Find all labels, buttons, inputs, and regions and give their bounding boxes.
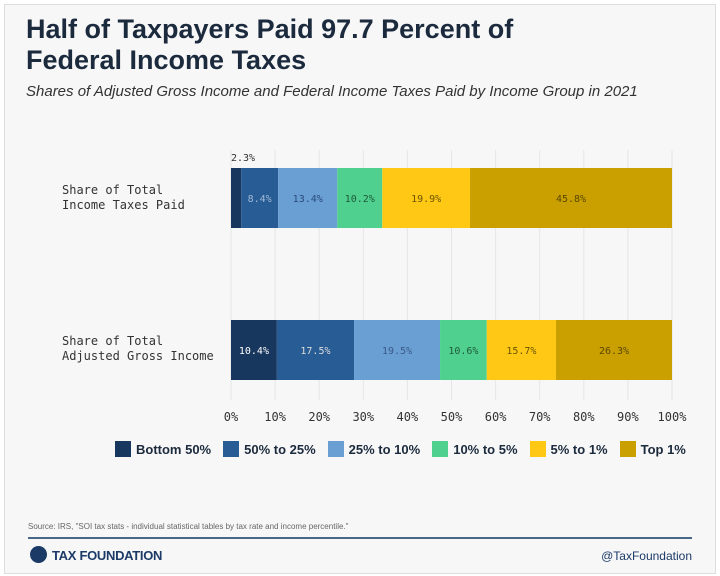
legend-swatch: [115, 441, 131, 457]
footer-divider: [28, 537, 692, 539]
chart-title: Half of Taxpayers Paid 97.7 Percent of F…: [26, 14, 514, 75]
x-tick-label: 60%: [485, 410, 507, 424]
legend-label: 5% to 1%: [550, 441, 608, 457]
x-tick-label: 100%: [658, 410, 688, 424]
x-tick-label: 0%: [224, 410, 239, 424]
legend-label: 25% to 10%: [348, 441, 421, 457]
bar-segment: [470, 168, 672, 228]
data-label: 2.3%: [231, 153, 255, 164]
data-label: 10.6%: [448, 346, 478, 357]
bar-segment: [382, 168, 471, 228]
x-tick-label: 50%: [441, 410, 463, 424]
data-label: 10.4%: [239, 346, 269, 357]
legend-label: Bottom 50%: [136, 441, 212, 457]
bar-segment: [440, 320, 487, 380]
bar-segment: [276, 320, 355, 380]
row-label-line: Share of Total: [62, 334, 164, 348]
x-tick-label: 10%: [264, 410, 286, 424]
data-label: 45.8%: [556, 194, 586, 205]
row-label-line: Income Taxes Paid: [62, 198, 185, 212]
data-label: 13.4%: [293, 194, 323, 205]
legend-item: Top 1%: [619, 441, 686, 457]
legend-label: 50% to 25%: [244, 441, 316, 457]
row-label-line: Adjusted Gross Income: [62, 349, 214, 363]
legend-swatch: [327, 441, 344, 457]
legend-item: Bottom 50%: [115, 441, 211, 457]
chart-plot: 0% 10% 20% 30% 40% 50% 60% 70% 80% 90% 100% 2.3% 8.4…: [224, 150, 688, 424]
legend-item: 5% to 1%: [529, 441, 608, 457]
chart-frame: [4, 4, 716, 574]
bar-segment: [231, 168, 242, 228]
data-label: 19.9%: [411, 194, 441, 205]
legend-label: 10% to 5%: [453, 441, 518, 457]
data-label: 10.2%: [345, 194, 375, 205]
bar-segment: [231, 320, 277, 380]
brand-name: TAX FOUNDATION: [52, 548, 163, 563]
data-label: 19.5%: [382, 346, 412, 357]
bar-segment: [241, 168, 279, 228]
bar-segment: [556, 320, 672, 380]
legend-item: 25% to 10%: [327, 441, 421, 457]
legend-swatch: [619, 441, 636, 457]
data-label: 8.4%: [248, 194, 272, 205]
row-label-agi: Share of Total Adjusted Gross Income: [62, 334, 214, 364]
bar-segment: [354, 320, 441, 380]
row-label-taxes: Share of Total Income Taxes Paid: [62, 183, 185, 213]
tax-foundation-logo-icon: [30, 546, 47, 563]
x-tick-label: 80%: [573, 410, 595, 424]
x-tick-label: 70%: [529, 410, 551, 424]
data-label: 17.5%: [300, 346, 330, 357]
source-note: Source: IRS, "SOI tax stats - individual…: [28, 522, 349, 531]
legend-item: 10% to 5%: [432, 441, 518, 457]
x-tick-label: 40%: [397, 410, 419, 424]
row-label-line: Share of Total: [62, 183, 164, 197]
legend-item: 50% to 25%: [223, 441, 316, 457]
data-label: 15.7%: [506, 346, 536, 357]
bar-segment: [337, 168, 383, 228]
x-tick-label: 20%: [308, 410, 330, 424]
bar-segment: [278, 168, 338, 228]
x-tick-label: 90%: [617, 410, 639, 424]
x-tick-label: 30%: [352, 410, 374, 424]
legend-swatch: [529, 441, 546, 457]
chart-subtitle: Shares of Adjusted Gross Income and Fede…: [26, 83, 638, 100]
legend-label: Top 1%: [640, 441, 686, 457]
legend-swatch: [223, 441, 240, 457]
legend: Bottom 50% 50% to 25% 25% to 10% 10% to 5% 5…: [115, 441, 686, 457]
legend-swatch: [432, 441, 449, 457]
data-label: 26.3%: [599, 346, 629, 357]
bar-segment: [486, 320, 557, 380]
twitter-handle: @TaxFoundation: [601, 549, 692, 563]
